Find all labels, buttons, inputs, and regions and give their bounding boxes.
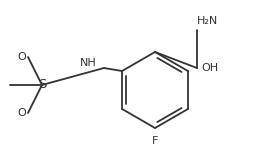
Text: NH: NH: [80, 58, 96, 68]
Text: S: S: [38, 78, 46, 92]
Text: OH: OH: [201, 63, 218, 73]
Text: F: F: [152, 136, 158, 146]
Text: H₂N: H₂N: [197, 16, 218, 26]
Text: O: O: [18, 52, 26, 62]
Text: O: O: [18, 108, 26, 118]
